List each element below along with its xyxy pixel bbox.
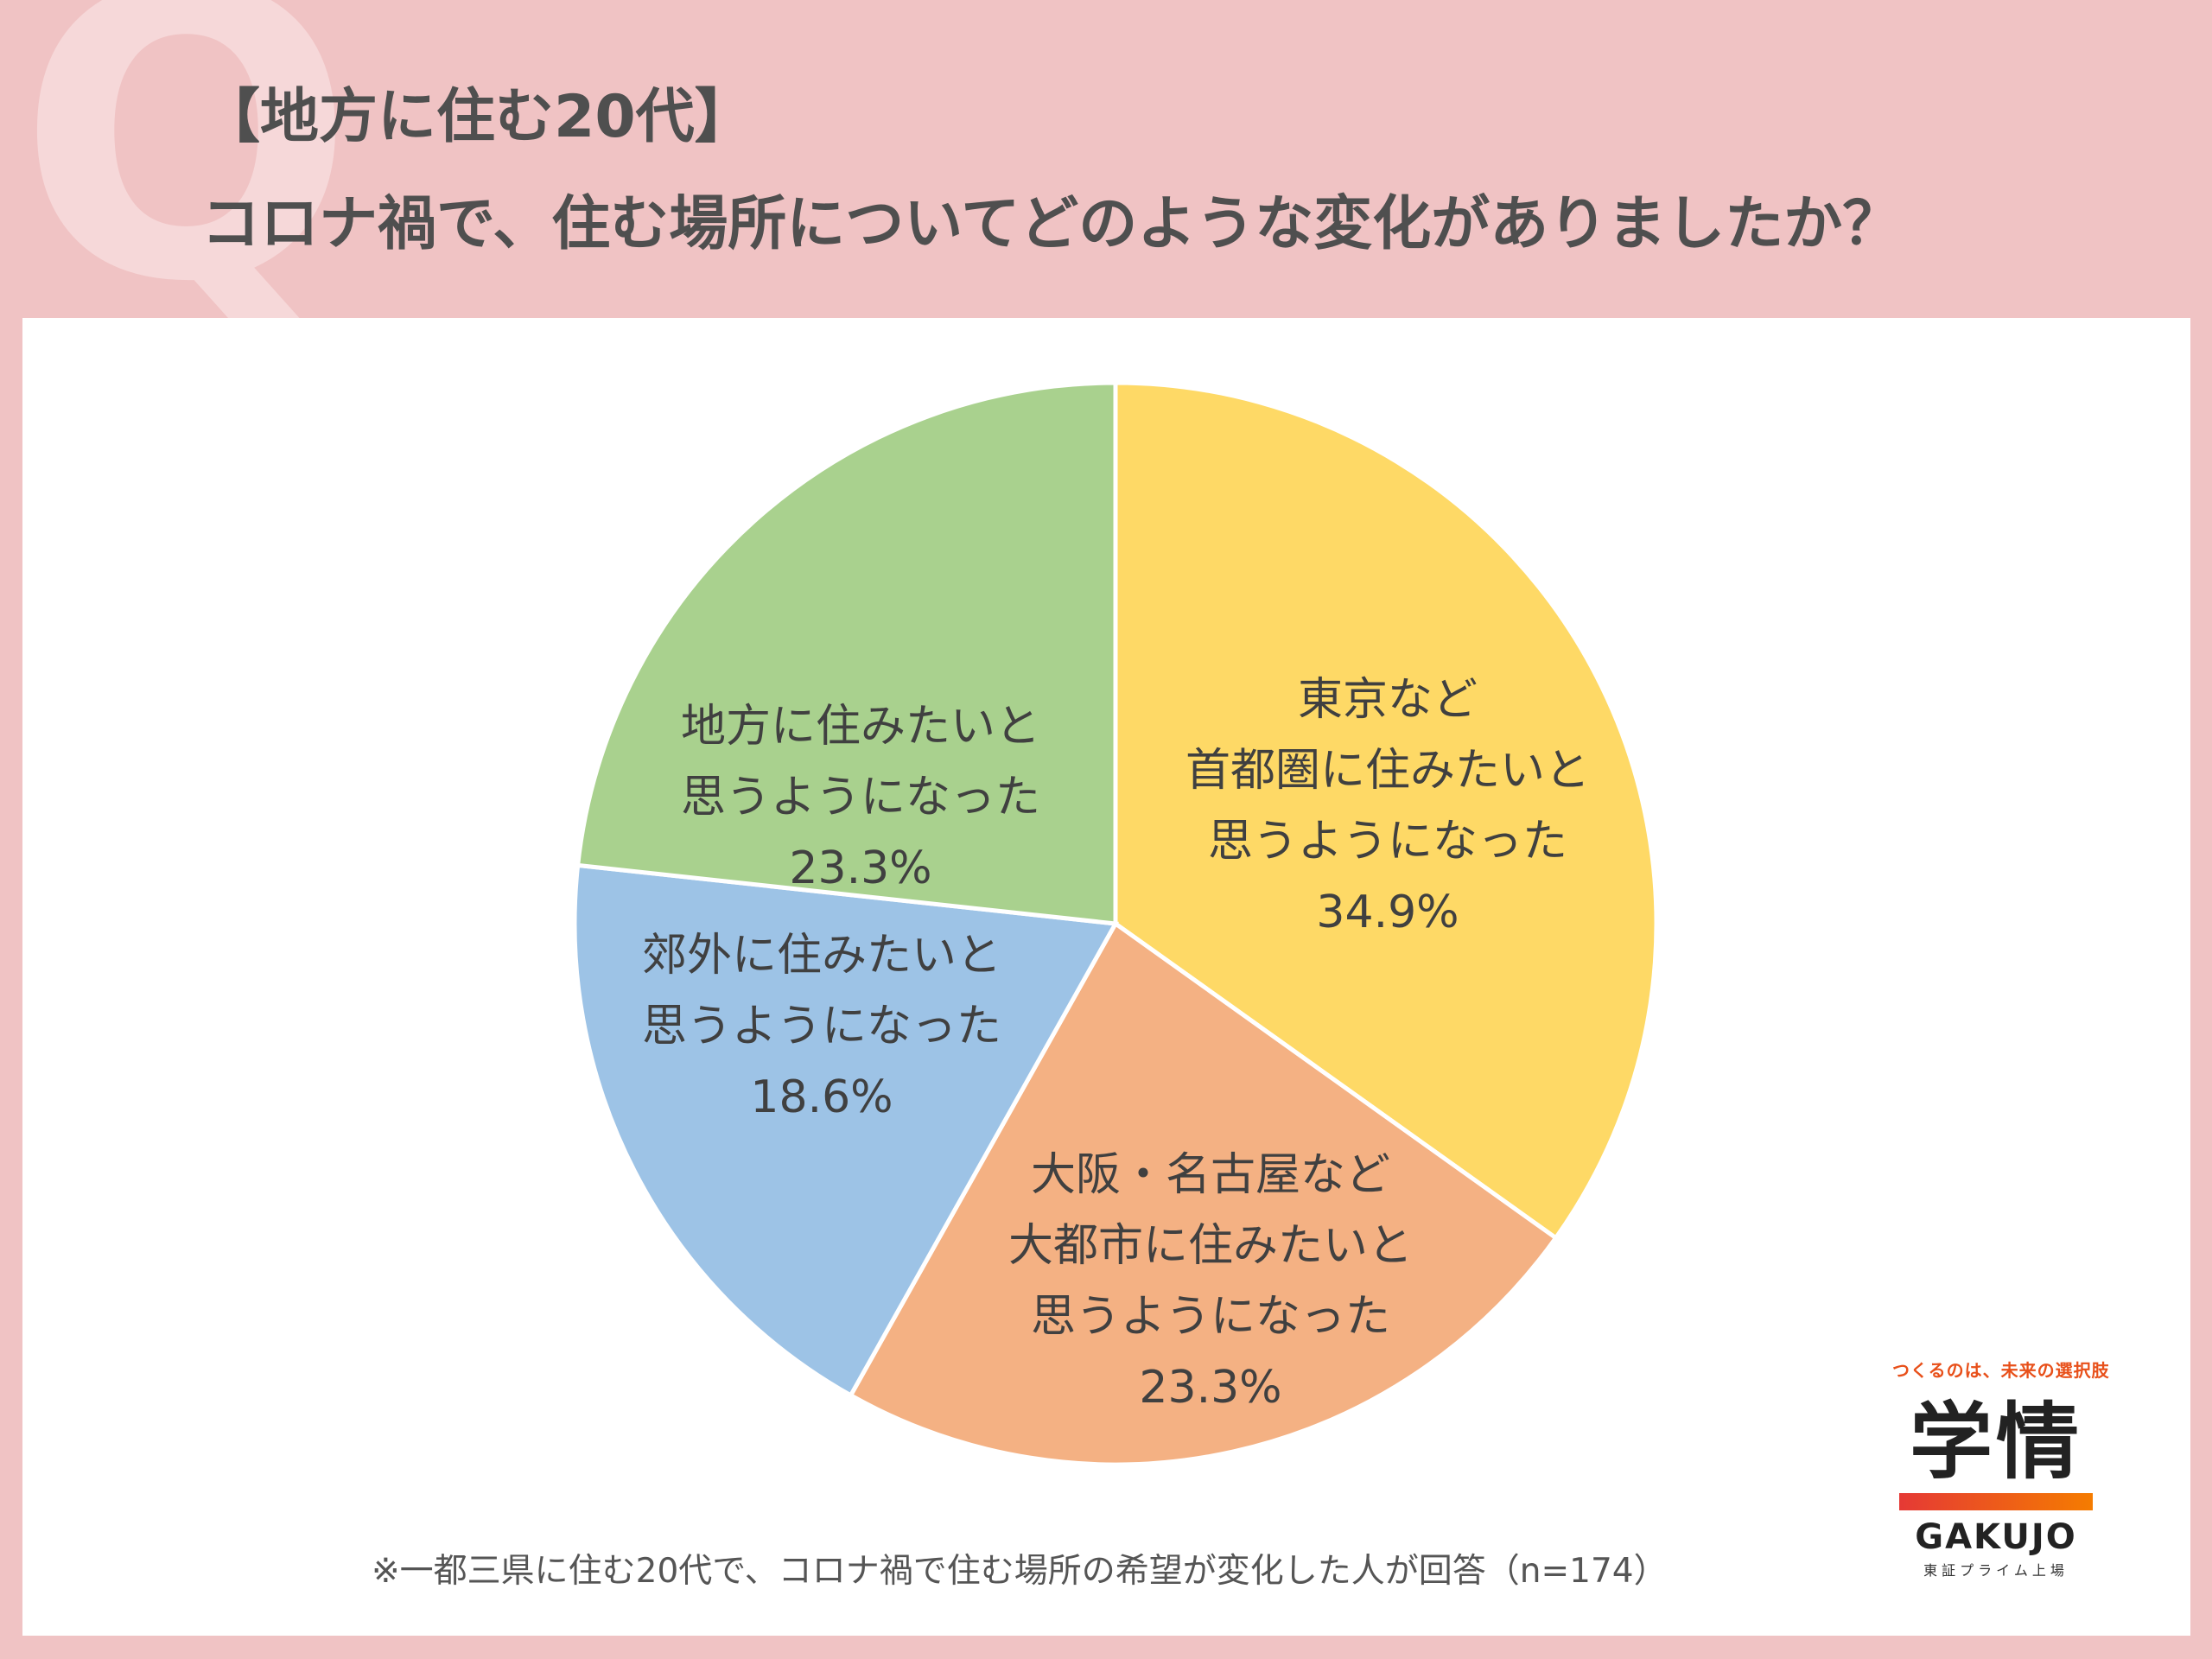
- logo-english: GAKUJO: [1915, 1516, 2077, 1557]
- slice-value-label: 34.9%: [1316, 887, 1459, 938]
- logo-main-text: 学情: [1910, 1394, 2082, 1491]
- gakujo-logo: つくるのは、未来の選択肢 学情 GAKUJO 東証プライム上場: [1892, 1357, 2110, 1580]
- logo-color-bar: [1899, 1492, 2093, 1510]
- slice-value-label: 18.6%: [750, 1071, 893, 1123]
- slice-label-line: 地方に住みたいと: [680, 701, 1041, 753]
- slice-label-line: 思うようになった: [1030, 1291, 1391, 1343]
- pie-slice-1: [1113, 380, 1659, 1242]
- slice-label-line: 思うようになった: [680, 772, 1041, 823]
- pie-slice-3: [572, 862, 1120, 1399]
- slice-label-line: 大都市に住みたいと: [1007, 1220, 1414, 1272]
- slice-label-line: 思うようになった: [641, 1001, 1002, 1052]
- slice-value-label: 23.3%: [1139, 1362, 1282, 1414]
- pie-slice-4: [575, 380, 1118, 926]
- slice-label-3: 郊外に住みたいと 思うようになった 18.6%: [642, 920, 1001, 1133]
- slice-value-label: 23.3%: [789, 842, 932, 894]
- page-header: 【地方に住む20代】 コロナ禍で、住む場所についてどのような変化がありましたか？: [201, 82, 1901, 259]
- slice-label-line: 郊外に住みたいと: [641, 930, 1002, 982]
- header-line-2: コロナ禍で、住む場所についてどのような変化がありましたか？: [201, 189, 1902, 258]
- chart-panel: 東京など 首都圏に住みたいと 思うようになった 34.9% 大阪・名古屋など 大都市に住み…: [22, 318, 2190, 1636]
- header-line-1: 【地方に住む20代】: [201, 83, 753, 151]
- slice-label-4: 地方に住みたいと 思うようになった 23.3%: [681, 691, 1040, 904]
- slice-label-line: 東京など: [1297, 674, 1478, 726]
- logo-subtext: 東証プライム上場: [1923, 1561, 2069, 1579]
- slice-label-1: 東京など首都圏に住みたいと 思うようになった 34.9%: [1185, 664, 1590, 948]
- slice-label-2: 大阪・名古屋など 大都市に住みたいと 思うようになった 23.3%: [1008, 1140, 1413, 1423]
- q-watermark: Q: [17, 0, 356, 369]
- logo-tagline: つくるのは、未来の選択肢: [1892, 1360, 2110, 1381]
- slice-label-line: 大阪・名古屋など: [1030, 1149, 1391, 1201]
- slice-label-line: 思うようになった: [1207, 816, 1568, 868]
- pie-slice-2: [848, 920, 1560, 1467]
- footnote: ※一都三県に住む20代で、コロナ禍で住む場所の希望が変化した人が回答（n=174…: [372, 1552, 1668, 1591]
- pie-chart: [572, 380, 1659, 1467]
- slice-label-line: 首都圏に住みたいと: [1185, 745, 1591, 797]
